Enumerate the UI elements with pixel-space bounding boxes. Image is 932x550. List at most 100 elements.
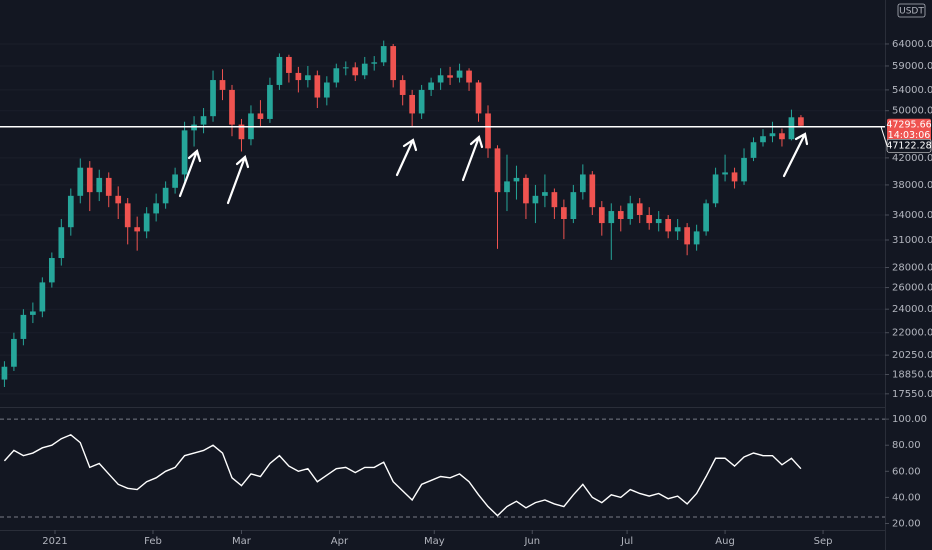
candle-body	[428, 82, 434, 90]
y-tick-label: 100.00	[892, 414, 927, 425]
candle-body	[295, 72, 302, 81]
x-tick-label: Jun	[523, 536, 540, 547]
candle-body	[646, 215, 653, 224]
candle-body	[693, 231, 700, 245]
arrow	[395, 138, 418, 177]
candle-body	[11, 338, 17, 367]
arrow	[461, 135, 484, 182]
candle-body	[542, 192, 548, 196]
y-tick-label: 34000.00	[892, 210, 932, 221]
candle-body	[779, 133, 785, 140]
y-tick-label: 18850.00	[892, 370, 932, 381]
candle-body	[276, 56, 283, 85]
candle-body	[608, 211, 615, 224]
x-tick-label: Apr	[331, 536, 349, 547]
candle-body	[257, 113, 264, 119]
candle-body	[409, 94, 416, 114]
candle-body	[267, 84, 273, 119]
y-tick-label: 40.00	[892, 492, 921, 503]
y-tick-label: 28000.00	[892, 263, 932, 274]
x-tick-label: Aug	[715, 536, 735, 547]
candle-body	[86, 167, 93, 193]
candle-body	[323, 82, 330, 98]
candle-body	[617, 211, 624, 220]
candle-body	[153, 203, 159, 214]
y-tick-label: 38000.00	[892, 180, 932, 191]
candle-body	[456, 70, 463, 78]
candle-body	[494, 148, 501, 193]
currency-box	[897, 3, 926, 18]
y-tick-label: 20.00	[892, 518, 921, 529]
candle-body	[314, 75, 321, 98]
y-tick-label: 22000.00	[892, 328, 932, 339]
candle-body	[466, 70, 472, 83]
candle-body	[105, 177, 112, 196]
candle-body	[352, 67, 359, 76]
candle-body	[665, 219, 672, 232]
candle-body	[475, 82, 482, 114]
candle-body	[769, 133, 776, 137]
candle-body	[579, 174, 586, 193]
rsi-line	[3, 433, 802, 517]
annotation-arrows	[178, 132, 809, 205]
x-tick-label: Mar	[232, 536, 252, 547]
candle-body	[760, 136, 766, 143]
y-tick-label: 54000.00	[892, 85, 932, 96]
y-tick-label: 60.00	[892, 466, 921, 477]
candle-body	[96, 177, 103, 193]
candle-body	[39, 282, 46, 312]
candle-body	[504, 181, 510, 193]
candle-body	[229, 89, 235, 125]
candle-body	[731, 172, 738, 182]
candle-body	[162, 187, 169, 204]
candle-body	[447, 75, 453, 78]
candle-body	[750, 142, 757, 158]
y-tick-label: 42000.00	[892, 153, 932, 164]
candle-body	[115, 195, 122, 204]
x-tick-label: Feb	[144, 536, 162, 547]
candle-body	[77, 167, 84, 196]
candle-body	[238, 124, 245, 140]
y-tick-label: 20250.00	[892, 350, 932, 361]
last-price-label: 47295.66	[886, 119, 931, 130]
y-tick-label: 26000.00	[892, 283, 932, 294]
candle-body	[390, 46, 397, 81]
hline-label: 47122.28	[886, 140, 931, 151]
candle-body	[181, 130, 188, 175]
candle-body	[305, 75, 311, 81]
candle-body	[333, 68, 340, 83]
candle-body	[418, 89, 425, 114]
candle-body	[399, 80, 406, 95]
currency-label: USDT	[899, 7, 924, 17]
y-tick-label: 24000.00	[892, 304, 932, 315]
candle-body	[703, 203, 709, 232]
candle-body	[722, 172, 728, 175]
candle-body	[67, 195, 74, 228]
candle-body	[124, 203, 131, 228]
candle-body	[134, 227, 141, 232]
y-tick-label: 80.00	[892, 440, 921, 451]
candle-body	[589, 174, 596, 208]
candle-body	[30, 311, 36, 315]
candle-body	[1, 366, 8, 380]
x-tick-label: May	[424, 536, 445, 547]
candle-body	[712, 174, 719, 204]
candle-body	[598, 207, 605, 224]
candle-body	[532, 195, 539, 204]
candle-body	[485, 113, 491, 149]
countdown-label: 14:03:06	[888, 130, 931, 141]
candle-body	[380, 46, 387, 63]
hline-label-box	[886, 138, 932, 153]
candle-body	[674, 227, 681, 232]
candle-body	[143, 213, 150, 232]
candle-body	[636, 203, 643, 216]
candle-body	[48, 258, 55, 283]
candle-body	[684, 227, 690, 245]
x-tick-label: Jul	[620, 536, 633, 547]
candle-body	[655, 219, 662, 224]
candle-body	[513, 177, 520, 182]
candle-body	[371, 62, 378, 64]
